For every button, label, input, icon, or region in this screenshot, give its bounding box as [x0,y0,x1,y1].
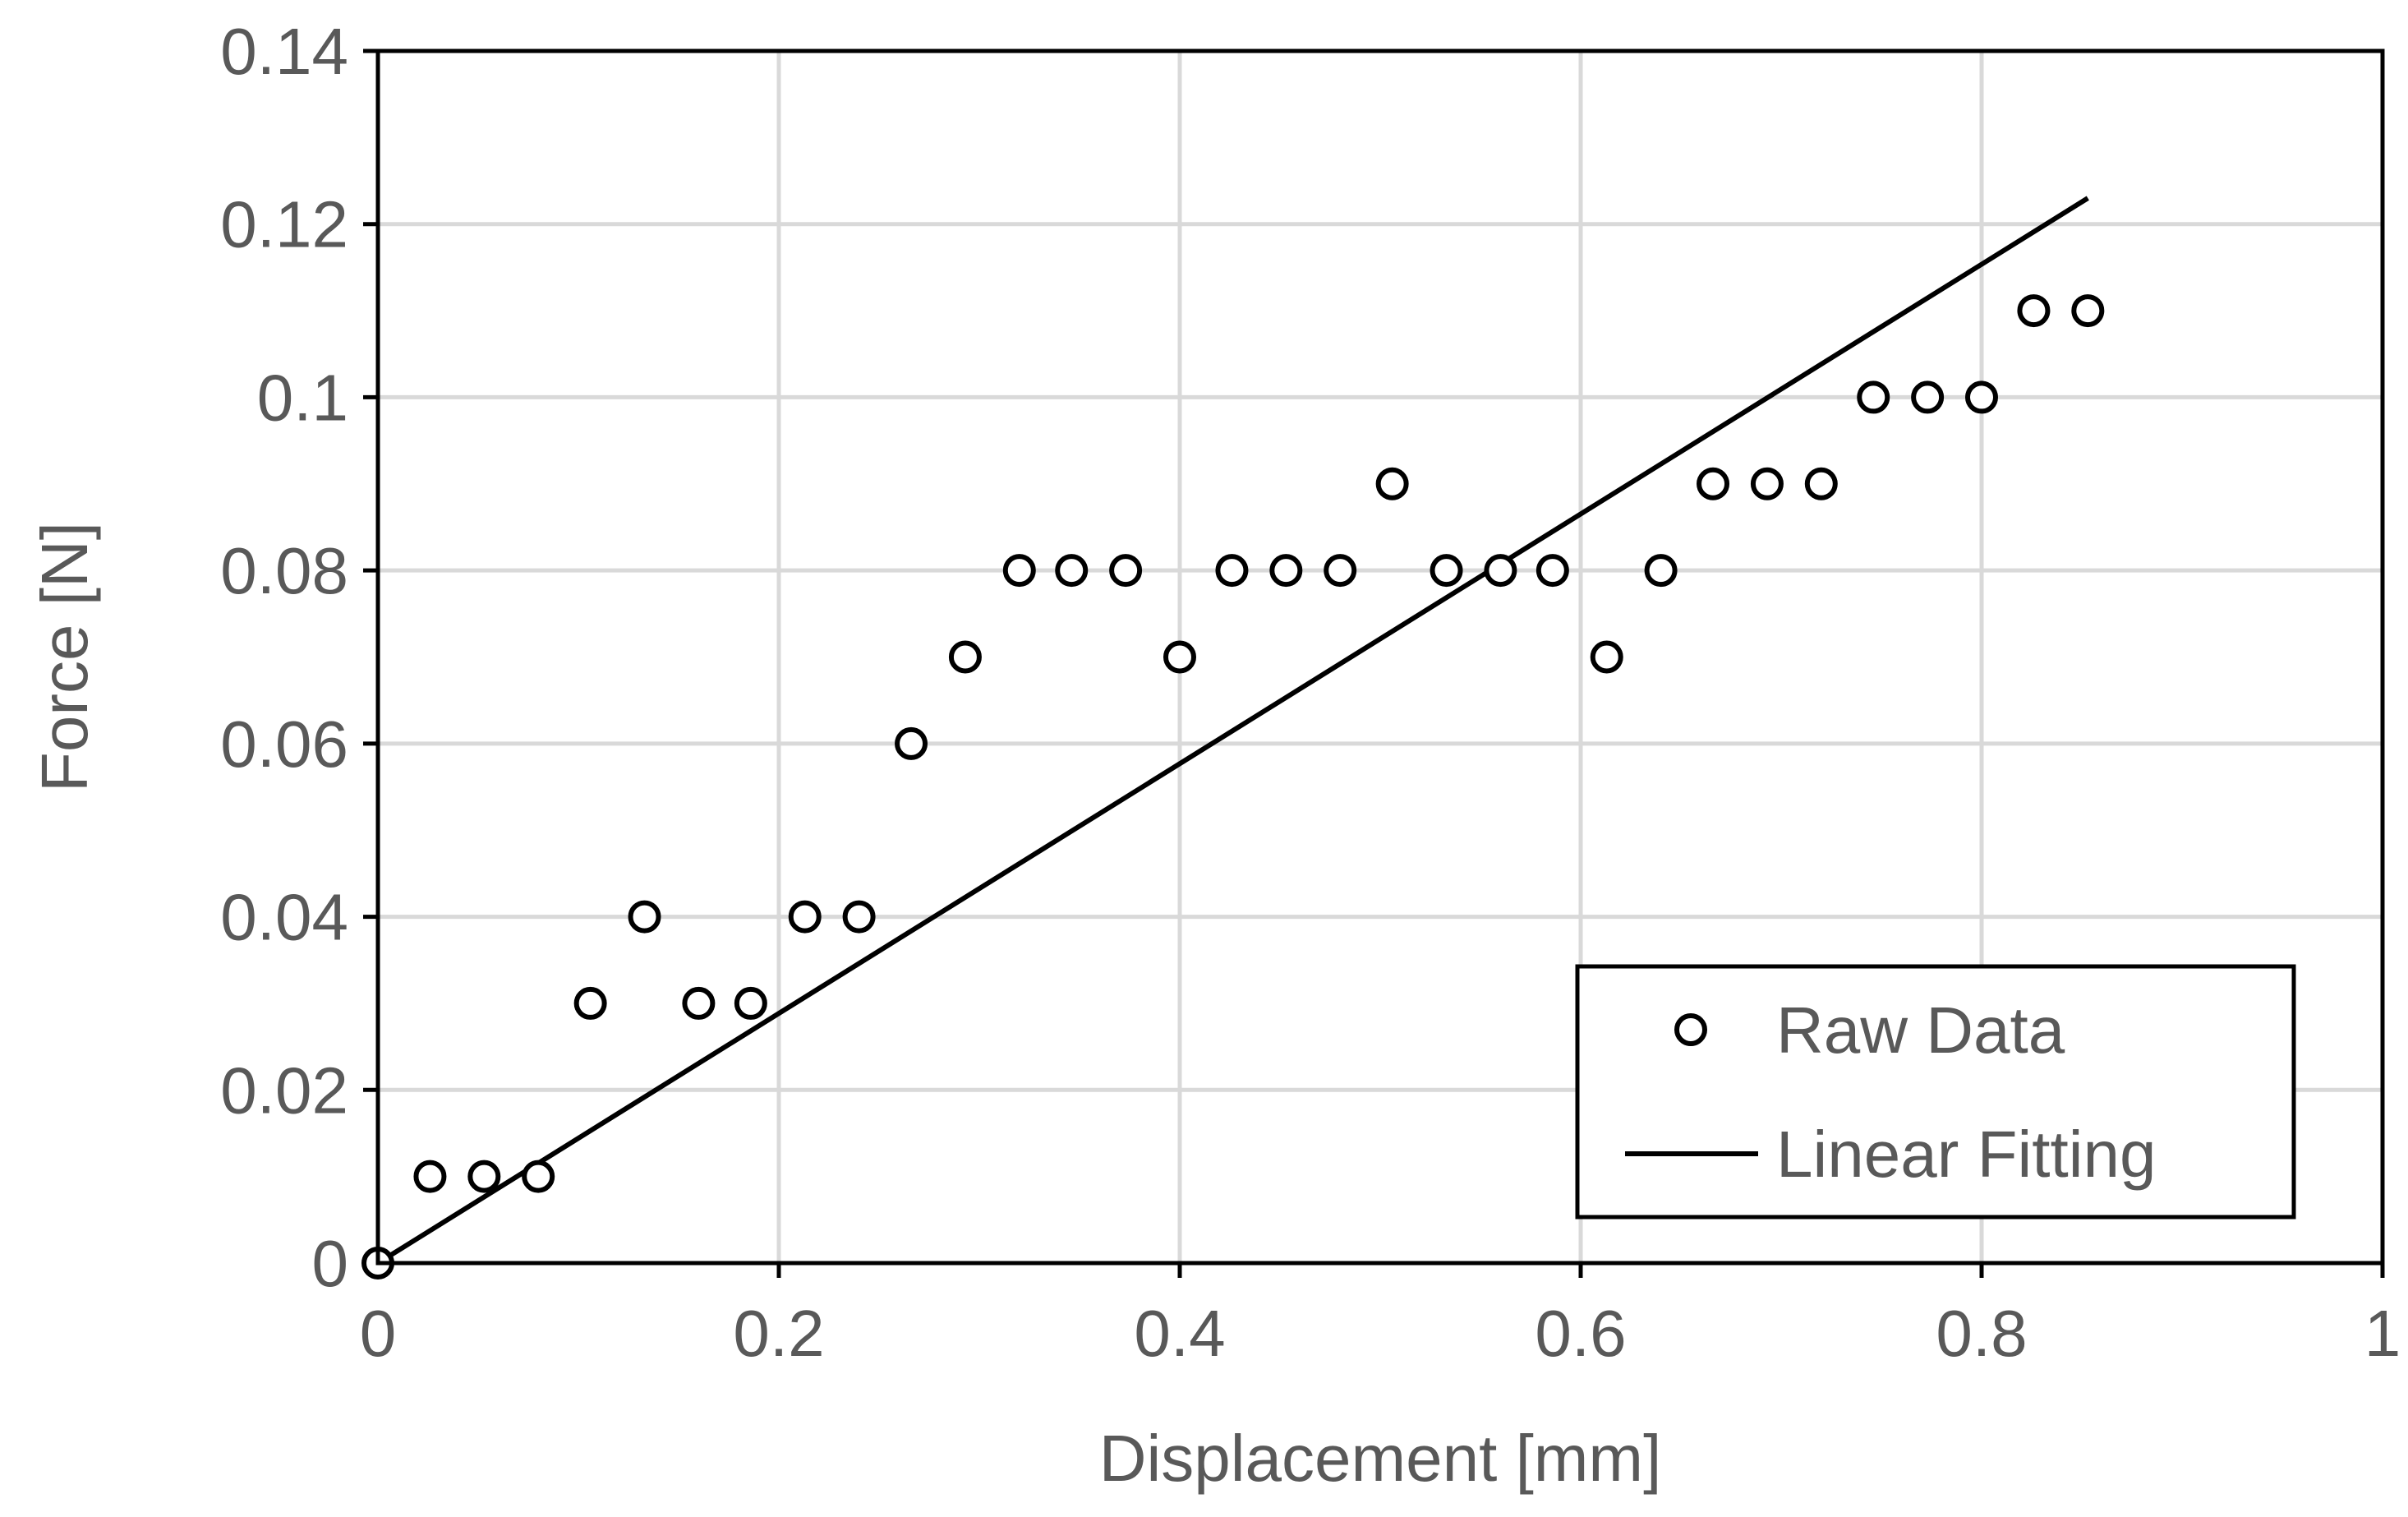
y-tick-label: 0.06 [220,708,348,781]
plot-area-border [375,48,2385,1266]
x-tick-label: 0 [360,1297,397,1370]
raw-data-point [413,1160,447,1193]
raw-data-point [1163,640,1196,674]
y-tick-label: 0.14 [220,15,348,88]
raw-data-point [1536,554,1569,588]
raw-data-point [1002,554,1036,588]
raw-data-point [1911,380,1945,414]
legend-raw-data-label: Raw Data [1776,994,2065,1067]
y-tick-label: 0.1 [257,361,348,434]
raw-data-point [1484,554,1517,588]
legend-box [1575,964,2296,1220]
raw-data-point [1804,467,1838,500]
raw-data-point [788,900,822,934]
raw-data-point [1644,554,1678,588]
raw-data-point [2017,294,2051,328]
x-tick-label: 0.6 [1535,1297,1626,1370]
raw-data-point [1215,554,1249,588]
raw-data-point [1697,467,1730,500]
raw-data-point [1430,554,1463,588]
raw-data-point [1965,380,1998,414]
x-tick-label: 0.8 [1936,1297,2027,1370]
y-axis-title: Force [N] [28,522,101,792]
raw-data-point [467,1160,501,1193]
raw-data-point [1109,554,1143,588]
raw-data-series [361,294,2105,1280]
raw-data-point [948,640,982,674]
raw-data-point [1269,554,1303,588]
x-tick-label: 0.4 [1134,1297,1225,1370]
y-tick-label: 0.02 [220,1054,348,1127]
raw-data-point [573,986,607,1020]
raw-data-point [1857,380,1890,414]
raw-data-point [1750,467,1784,500]
raw-data-point [842,900,876,934]
raw-data-point [2071,294,2105,328]
raw-data-point [682,986,716,1020]
y-tick-label: 0 [312,1227,349,1300]
x-tick-label: 1 [2364,1297,2401,1370]
raw-data-point [1590,640,1623,674]
y-tick-label: 0.04 [220,881,348,954]
x-tick-label: 0.2 [733,1297,824,1370]
raw-data-point [734,986,767,1020]
linear-fitting-series [376,196,2089,1266]
y-tick-label: 0.12 [220,188,348,261]
x-axis-title: Displacement [mm] [1099,1422,1662,1495]
legend: Raw Data Linear Fitting [1575,964,2296,1220]
legend-raw-data-marker [1674,1013,1707,1046]
raw-data-point [522,1160,555,1193]
raw-data-point [1324,554,1357,588]
y-tick-labels: 0 0.02 0.04 0.06 0.08 0.1 0.12 0.14 [220,15,378,1300]
legend-linear-fitting-label: Linear Fitting [1776,1118,2156,1191]
raw-data-point [1375,467,1409,500]
y-tick-label: 0.08 [220,534,348,607]
raw-data-point [895,726,928,760]
linear-fitting-line [376,196,2089,1266]
raw-data-point [1055,554,1089,588]
x-tick-labels: 0 0.2 0.4 0.6 0.8 1 [360,1263,2401,1370]
raw-data-point [628,900,661,934]
